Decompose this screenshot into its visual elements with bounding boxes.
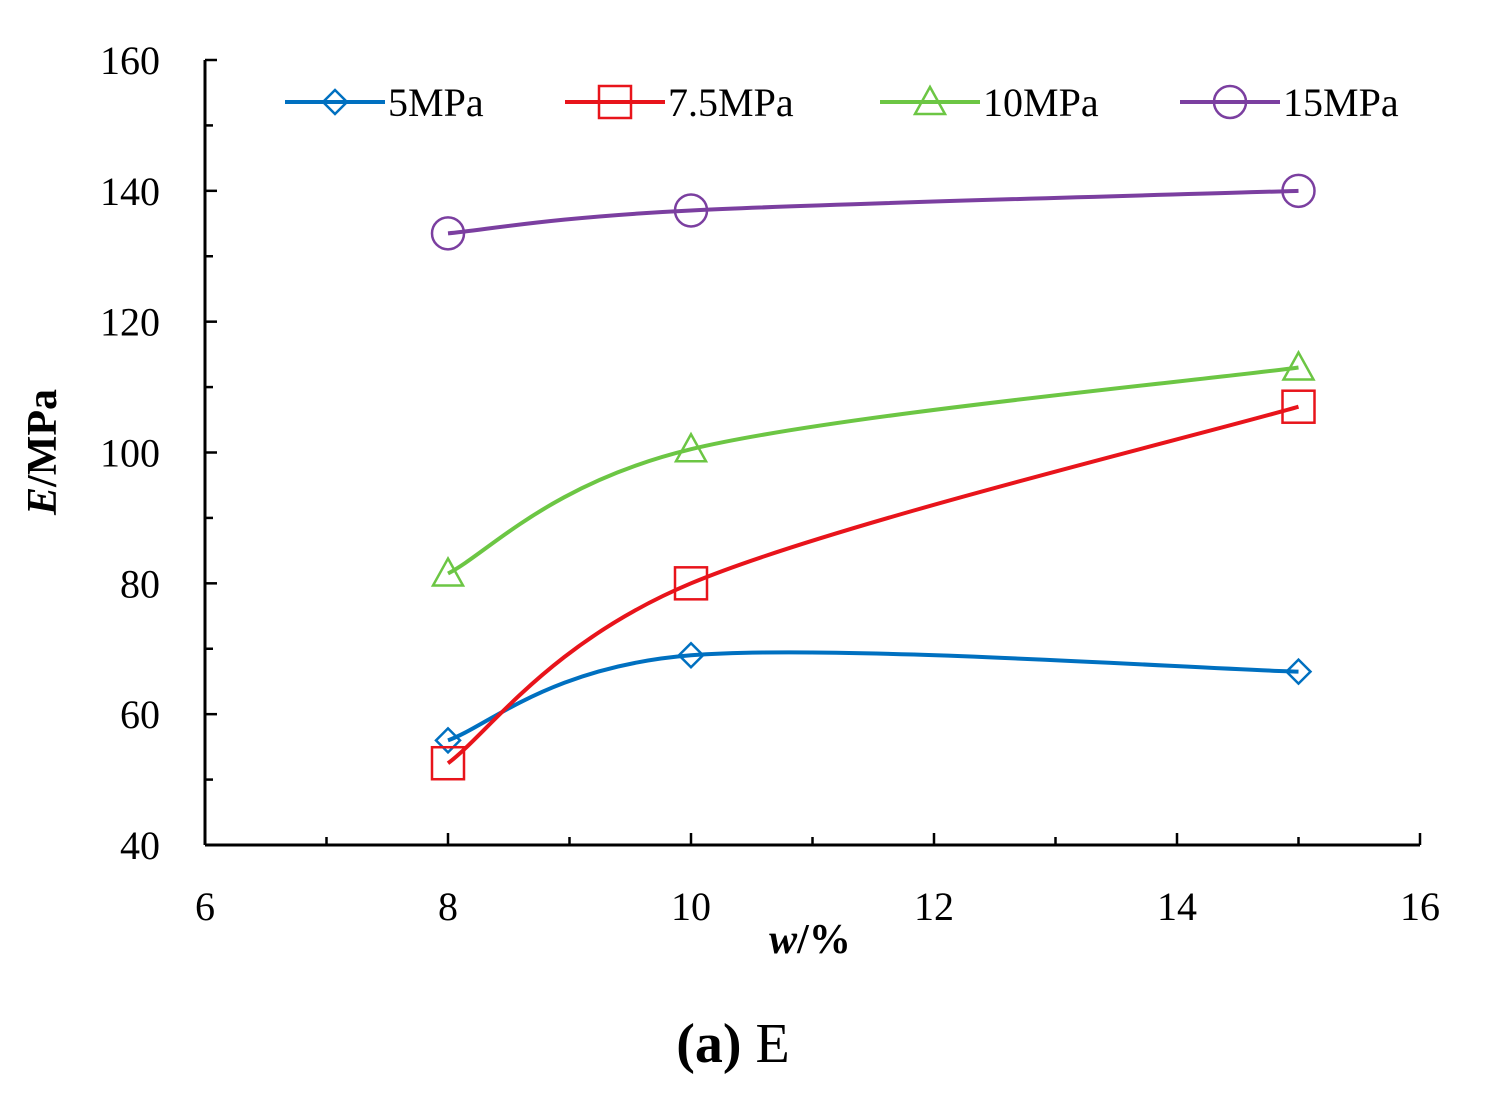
series-line — [447, 650, 1299, 743]
legend-item: 10MPa — [880, 80, 1099, 125]
data-point-marker — [1281, 389, 1316, 424]
legend-label: 10MPa — [983, 80, 1099, 125]
x-axis-title-unit: /% — [796, 917, 851, 963]
legend-item: 7.5MPa — [565, 80, 794, 125]
legend-item: 15MPa — [1180, 80, 1399, 125]
y-axis-title-unit: /MPa — [20, 389, 66, 488]
series-7.5MPa — [430, 389, 1316, 781]
legend-label: 7.5MPa — [668, 80, 794, 125]
y-tick-label: 60 — [120, 692, 160, 737]
legend-marker — [321, 88, 349, 116]
data-point-marker — [430, 216, 466, 251]
y-axis-title: E/MPa — [20, 389, 66, 516]
x-axis-title: w/% — [769, 917, 851, 963]
y-tick-label: 140 — [100, 169, 160, 214]
x-tick-label: 8 — [438, 884, 458, 929]
data-point-marker — [673, 193, 709, 228]
x-axis-title-var: w — [769, 917, 798, 963]
data-point-marker — [1281, 173, 1316, 209]
legend-marker — [1212, 84, 1248, 120]
legend-item: 5MPa — [285, 80, 484, 125]
x-tick-label: 14 — [1157, 884, 1197, 929]
y-tick-label: 40 — [120, 823, 160, 868]
data-point-marker — [1281, 349, 1316, 381]
y-tick-label: 120 — [100, 300, 160, 345]
caption-letter: (a) — [676, 1013, 741, 1075]
data-point-marker — [673, 566, 709, 601]
x-tick-label: 12 — [914, 884, 954, 929]
series-line — [447, 188, 1299, 236]
x-tick-label: 16 — [1400, 884, 1440, 929]
legend-marker — [597, 84, 633, 120]
x-tick-label: 6 — [195, 884, 215, 929]
data-point-marker — [430, 745, 466, 781]
data-point-marker — [677, 641, 705, 670]
y-tick-label: 100 — [100, 431, 160, 476]
y-tick-label: 80 — [120, 561, 160, 606]
series-line — [447, 365, 1299, 576]
legend-marker — [912, 84, 948, 116]
legend-label: 15MPa — [1283, 80, 1399, 125]
series-line — [446, 404, 1300, 765]
series-10MPa — [430, 349, 1316, 587]
figure-caption: (a) E — [676, 1013, 790, 1075]
series-layer — [430, 173, 1316, 781]
x-tick-label: 10 — [671, 884, 711, 929]
caption-text: E — [756, 1013, 790, 1075]
axes: 40 60 80 100 120 140 160 6 8 10 12 14 16 — [100, 38, 1440, 929]
legend-label: 5MPa — [388, 80, 484, 125]
legend: 5MPa 7.5MPa 10MPa 15MPa — [285, 80, 1399, 125]
data-point-marker — [430, 555, 466, 587]
series-5MPa — [434, 641, 1313, 755]
data-point-marker — [673, 431, 709, 463]
series-15MPa — [430, 173, 1316, 251]
y-axis-title-var: E — [20, 487, 66, 516]
data-point-marker — [434, 726, 462, 755]
y-tick-label: 160 — [100, 38, 160, 83]
data-point-marker — [1284, 657, 1313, 686]
